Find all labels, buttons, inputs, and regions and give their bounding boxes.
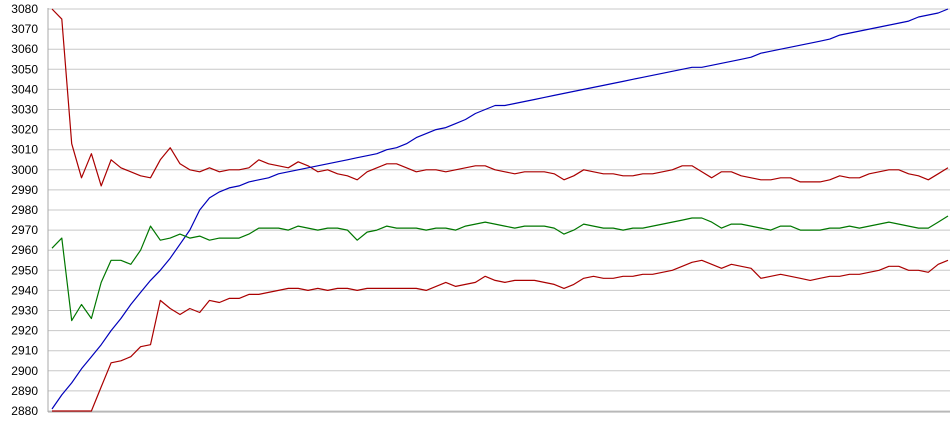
- y-axis-label: 2980: [11, 203, 38, 217]
- y-axis-label: 3070: [11, 22, 38, 36]
- y-axis-label: 2880: [11, 404, 38, 418]
- series-blue-rising-line: [51, 8, 949, 410]
- y-axis-label: 2940: [11, 283, 38, 297]
- y-axis-label: 2920: [11, 324, 38, 338]
- y-axis-label: 3000: [11, 163, 38, 177]
- y-axis-label: 3030: [11, 103, 38, 117]
- y-axis-label: 3010: [11, 143, 38, 157]
- y-axis-label: 2960: [11, 243, 38, 257]
- y-axis-label: 2910: [11, 344, 38, 358]
- y-axis-label: 2950: [11, 263, 38, 277]
- series-lower-red-line: [52, 259, 949, 412]
- y-axis-label: 3050: [11, 62, 38, 76]
- y-axis-label: 3080: [11, 2, 38, 16]
- y-axis-label: 2970: [11, 223, 38, 237]
- y-axis-label: 2990: [11, 183, 38, 197]
- y-axis-label: 3040: [11, 82, 38, 96]
- series-upper-red-line: [51, 8, 949, 187]
- y-axis-label: 2890: [11, 384, 38, 398]
- y-axis-label: 3060: [11, 42, 38, 56]
- y-axis-label: 2930: [11, 304, 38, 318]
- y-axis-label: 3020: [11, 123, 38, 137]
- y-axis-label: 2900: [11, 364, 38, 378]
- series-green-line: [51, 215, 949, 322]
